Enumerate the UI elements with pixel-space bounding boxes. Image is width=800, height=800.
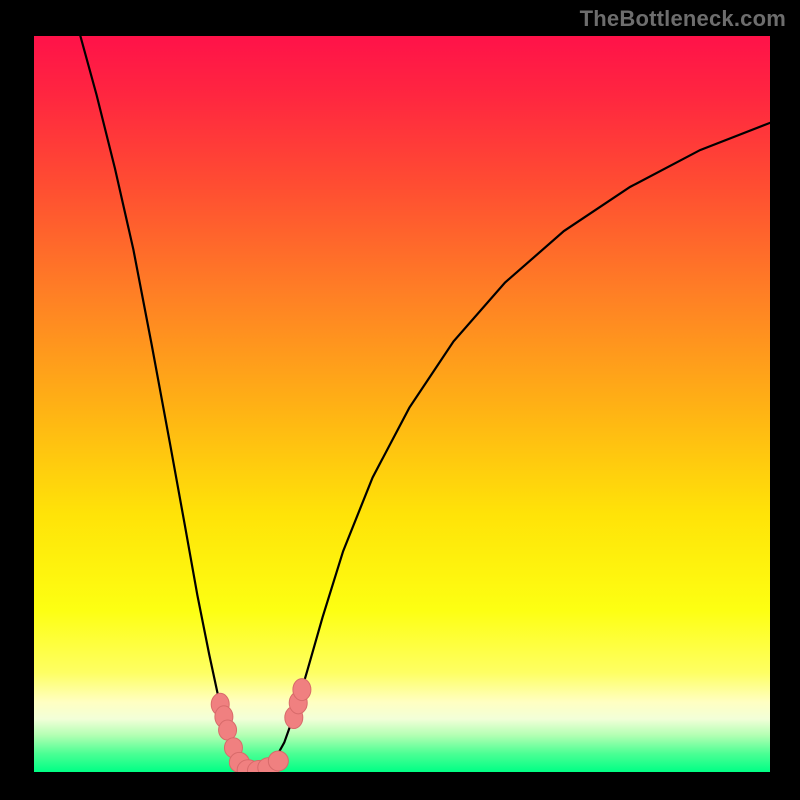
chart-svg xyxy=(34,36,770,772)
watermark-text: TheBottleneck.com xyxy=(580,6,786,32)
data-marker xyxy=(293,679,311,701)
data-marker xyxy=(268,751,288,771)
chart-frame: TheBottleneck.com xyxy=(0,0,800,800)
chart-background xyxy=(34,36,770,772)
data-marker xyxy=(219,720,237,740)
plot-area xyxy=(34,36,770,772)
